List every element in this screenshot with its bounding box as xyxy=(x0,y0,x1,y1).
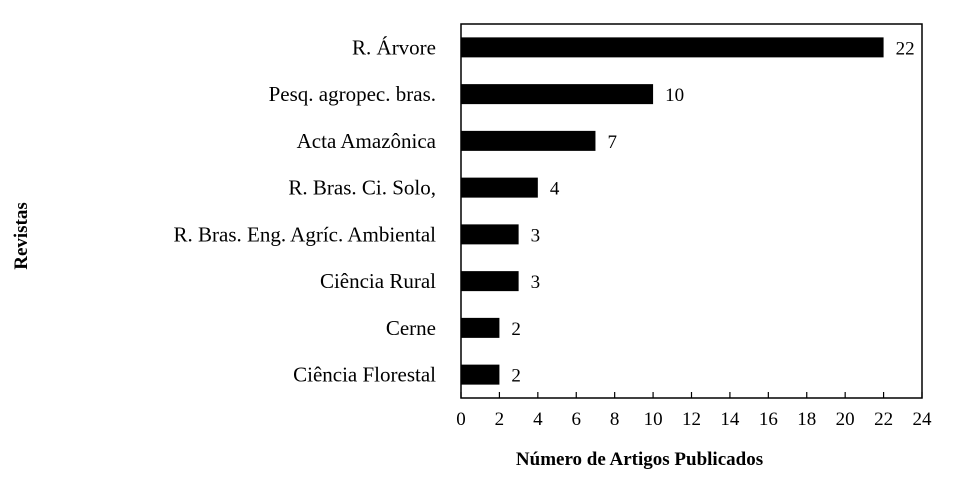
value-label: 7 xyxy=(607,132,617,153)
plot-frame xyxy=(460,23,923,399)
value-label: 10 xyxy=(665,85,684,106)
x-tick-label: 8 xyxy=(610,409,620,430)
x-tick-label: 4 xyxy=(533,409,543,430)
category-labels-group: R. Árvore Pesq. agropec. bras. Acta Amazôn… xyxy=(174,35,437,386)
x-tick-label: 24 xyxy=(913,409,933,430)
bar xyxy=(461,364,500,385)
x-tick-label: 12 xyxy=(682,409,701,430)
category-label: Pesq. agropec. bras. xyxy=(269,82,436,106)
bar xyxy=(461,84,654,105)
x-tick-label: 22 xyxy=(874,409,893,430)
category-label: R. Árvore xyxy=(352,35,436,59)
bar xyxy=(461,130,596,151)
value-label: 3 xyxy=(531,225,541,246)
x-tick-label: 2 xyxy=(495,409,505,430)
bar xyxy=(461,37,884,58)
y-axis-title: Revistas xyxy=(11,202,32,270)
bar xyxy=(461,224,519,245)
x-axis-title: Número de Artigos Publicados xyxy=(516,449,763,470)
category-label: R. Bras. Eng. Agríc. Ambiental xyxy=(174,222,437,246)
x-tick-label: 6 xyxy=(572,409,582,430)
category-label: R. Bras. Ci. Solo, xyxy=(288,176,436,200)
bars-group xyxy=(461,37,884,385)
value-label: 3 xyxy=(531,272,541,293)
x-tick-label: 0 xyxy=(456,409,466,430)
x-tick-label: 16 xyxy=(759,409,778,430)
x-tick-label: 10 xyxy=(644,409,663,430)
value-label: 2 xyxy=(511,319,520,340)
category-label: Ciência Rural xyxy=(320,269,436,293)
bar xyxy=(461,271,519,292)
x-tick-label: 14 xyxy=(720,409,740,430)
x-tick-label: 18 xyxy=(797,409,816,430)
x-axis-ticks-group: 0 2 4 6 8 10 12 14 16 18 20 22 24 xyxy=(456,392,932,430)
category-label: Cerne xyxy=(386,316,436,340)
x-tick-label: 20 xyxy=(836,409,855,430)
value-label: 4 xyxy=(550,179,560,200)
bar xyxy=(461,177,538,198)
category-label: Acta Amazônica xyxy=(297,129,437,153)
category-label: Ciência Florestal xyxy=(293,363,436,387)
value-label: 22 xyxy=(896,38,915,59)
bar xyxy=(461,317,500,338)
value-label: 2 xyxy=(511,366,520,387)
